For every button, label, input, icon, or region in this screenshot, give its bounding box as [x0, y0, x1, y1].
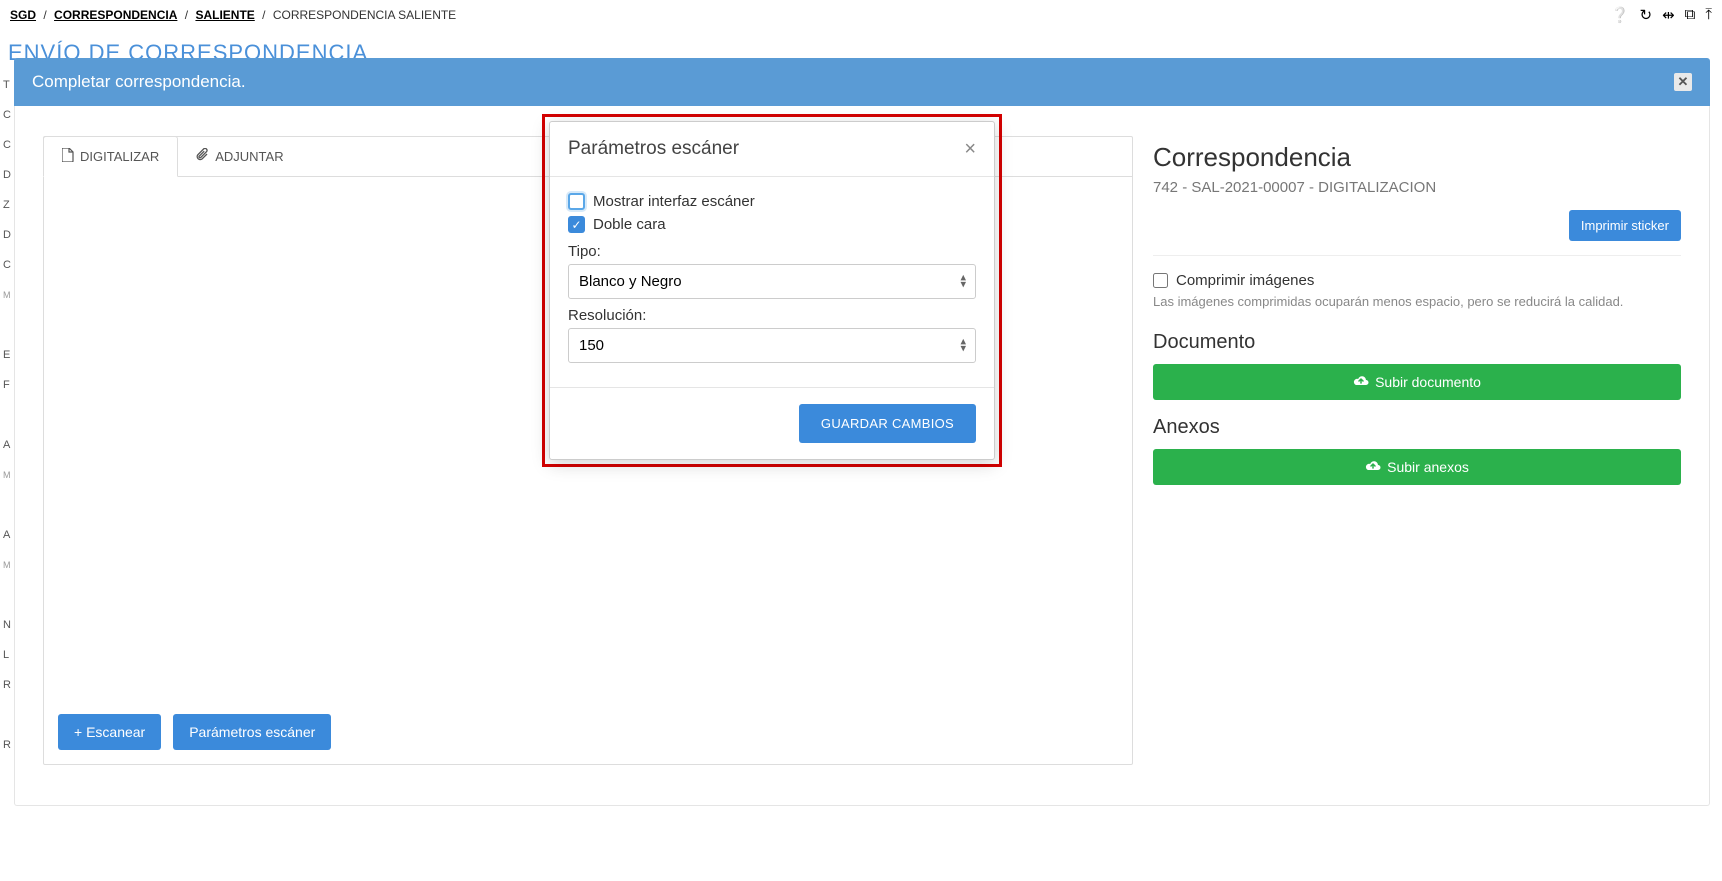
right-column: Correspondencia 742 - SAL-2021-00007 - D… — [1153, 136, 1681, 765]
close-icon[interactable]: × — [964, 139, 976, 159]
breadcrumb-link-saliente[interactable]: SALIENTE — [195, 8, 254, 22]
tipo-label: Tipo: — [568, 243, 976, 260]
show-interface-checkbox[interactable] — [568, 193, 585, 210]
cloud-upload-icon — [1365, 459, 1381, 475]
double-sided-checkbox[interactable]: ✓ — [568, 216, 585, 233]
resolucion-select-wrap: 150 ▴▾ — [568, 328, 976, 363]
documento-heading: Documento — [1153, 331, 1681, 354]
scanner-modal-highlight: Parámetros escáner × Mostrar interfaz es… — [542, 114, 1002, 467]
scanner-params-button[interactable]: Parámetros escáner — [173, 714, 331, 750]
cloud-upload-icon — [1353, 374, 1369, 390]
double-sided-row: ✓ Doble cara — [568, 216, 976, 233]
left-actions: + Escanear Parámetros escáner — [44, 700, 1132, 764]
tab-adjuntar-label: ADJUNTAR — [215, 149, 283, 164]
upload-document-label: Subir documento — [1375, 374, 1481, 390]
scanner-modal-footer: GUARDAR CAMBIOS — [550, 387, 994, 459]
panel-header: Completar correspondencia. ✕ — [14, 58, 1710, 106]
breadcrumb-current: CORRESPONDENCIA SALIENTE — [273, 8, 456, 22]
scanner-modal-body: Mostrar interfaz escáner ✓ Doble cara Ti… — [550, 177, 994, 387]
tipo-select[interactable]: Blanco y Negro — [568, 264, 976, 299]
resolucion-select[interactable]: 150 — [568, 328, 976, 363]
anexos-heading: Anexos — [1153, 416, 1681, 439]
show-interface-label: Mostrar interfaz escáner — [593, 193, 755, 210]
breadcrumb-sep: / — [262, 8, 265, 22]
scanner-modal-title: Parámetros escáner — [568, 138, 739, 160]
panel-title: Completar correspondencia. — [32, 72, 246, 92]
sticker-row: Imprimir sticker — [1153, 210, 1681, 256]
scanner-modal-header: Parámetros escáner × — [550, 122, 994, 177]
compress-label: Comprimir imágenes — [1176, 272, 1314, 289]
tab-digitalizar[interactable]: DIGITALIZAR — [43, 136, 178, 177]
breadcrumb-sep: / — [185, 8, 188, 22]
tipo-select-wrap: Blanco y Negro ▴▾ — [568, 264, 976, 299]
resolucion-label: Resolución: — [568, 307, 976, 324]
upload-anexos-label: Subir anexos — [1387, 459, 1469, 475]
show-interface-row: Mostrar interfaz escáner — [568, 193, 976, 210]
collapse-icon[interactable]: ⤒ — [1705, 6, 1712, 24]
compress-checkbox[interactable] — [1153, 273, 1168, 288]
paperclip-icon — [196, 148, 209, 165]
upload-anexos-button[interactable]: Subir anexos — [1153, 449, 1681, 485]
topbar: SGD / CORRESPONDENCIA / SALIENTE / CORRE… — [0, 0, 1722, 28]
breadcrumb-link-sgd[interactable]: SGD — [10, 8, 36, 22]
compress-hint: Las imágenes comprimidas ocuparán menos … — [1153, 293, 1681, 311]
background-form-hints: TCCDZDCMEFAMAMNLRR — [3, 70, 11, 760]
breadcrumb: SGD / CORRESPONDENCIA / SALIENTE / CORRE… — [10, 8, 456, 22]
resize-icon[interactable]: ⇹ — [1662, 6, 1675, 24]
file-icon — [62, 148, 74, 165]
scan-button[interactable]: + Escanear — [58, 714, 161, 750]
double-sided-label: Doble cara — [593, 216, 666, 233]
print-sticker-button[interactable]: Imprimir sticker — [1569, 210, 1681, 241]
refresh-icon[interactable]: ↻ — [1639, 6, 1652, 24]
breadcrumb-sep: / — [43, 8, 46, 22]
save-changes-button[interactable]: GUARDAR CAMBIOS — [799, 404, 976, 443]
topbar-icons: ❔ ↻ ⇹ ⧉ ⤒ — [1611, 6, 1712, 24]
correspondencia-heading: Correspondencia — [1153, 142, 1681, 173]
tab-adjuntar[interactable]: ADJUNTAR — [178, 137, 302, 176]
help-icon[interactable]: ❔ — [1611, 6, 1630, 24]
correspondencia-ref: 742 - SAL-2021-00007 - DIGITALIZACION — [1153, 179, 1681, 196]
breadcrumb-link-correspondencia[interactable]: CORRESPONDENCIA — [54, 8, 177, 22]
upload-document-button[interactable]: Subir documento — [1153, 364, 1681, 400]
close-icon[interactable]: ✕ — [1674, 73, 1692, 91]
maximize-icon[interactable]: ⧉ — [1685, 6, 1696, 24]
compress-row: Comprimir imágenes — [1153, 272, 1681, 289]
tab-digitalizar-label: DIGITALIZAR — [80, 149, 159, 164]
scanner-modal: Parámetros escáner × Mostrar interfaz es… — [549, 121, 995, 460]
